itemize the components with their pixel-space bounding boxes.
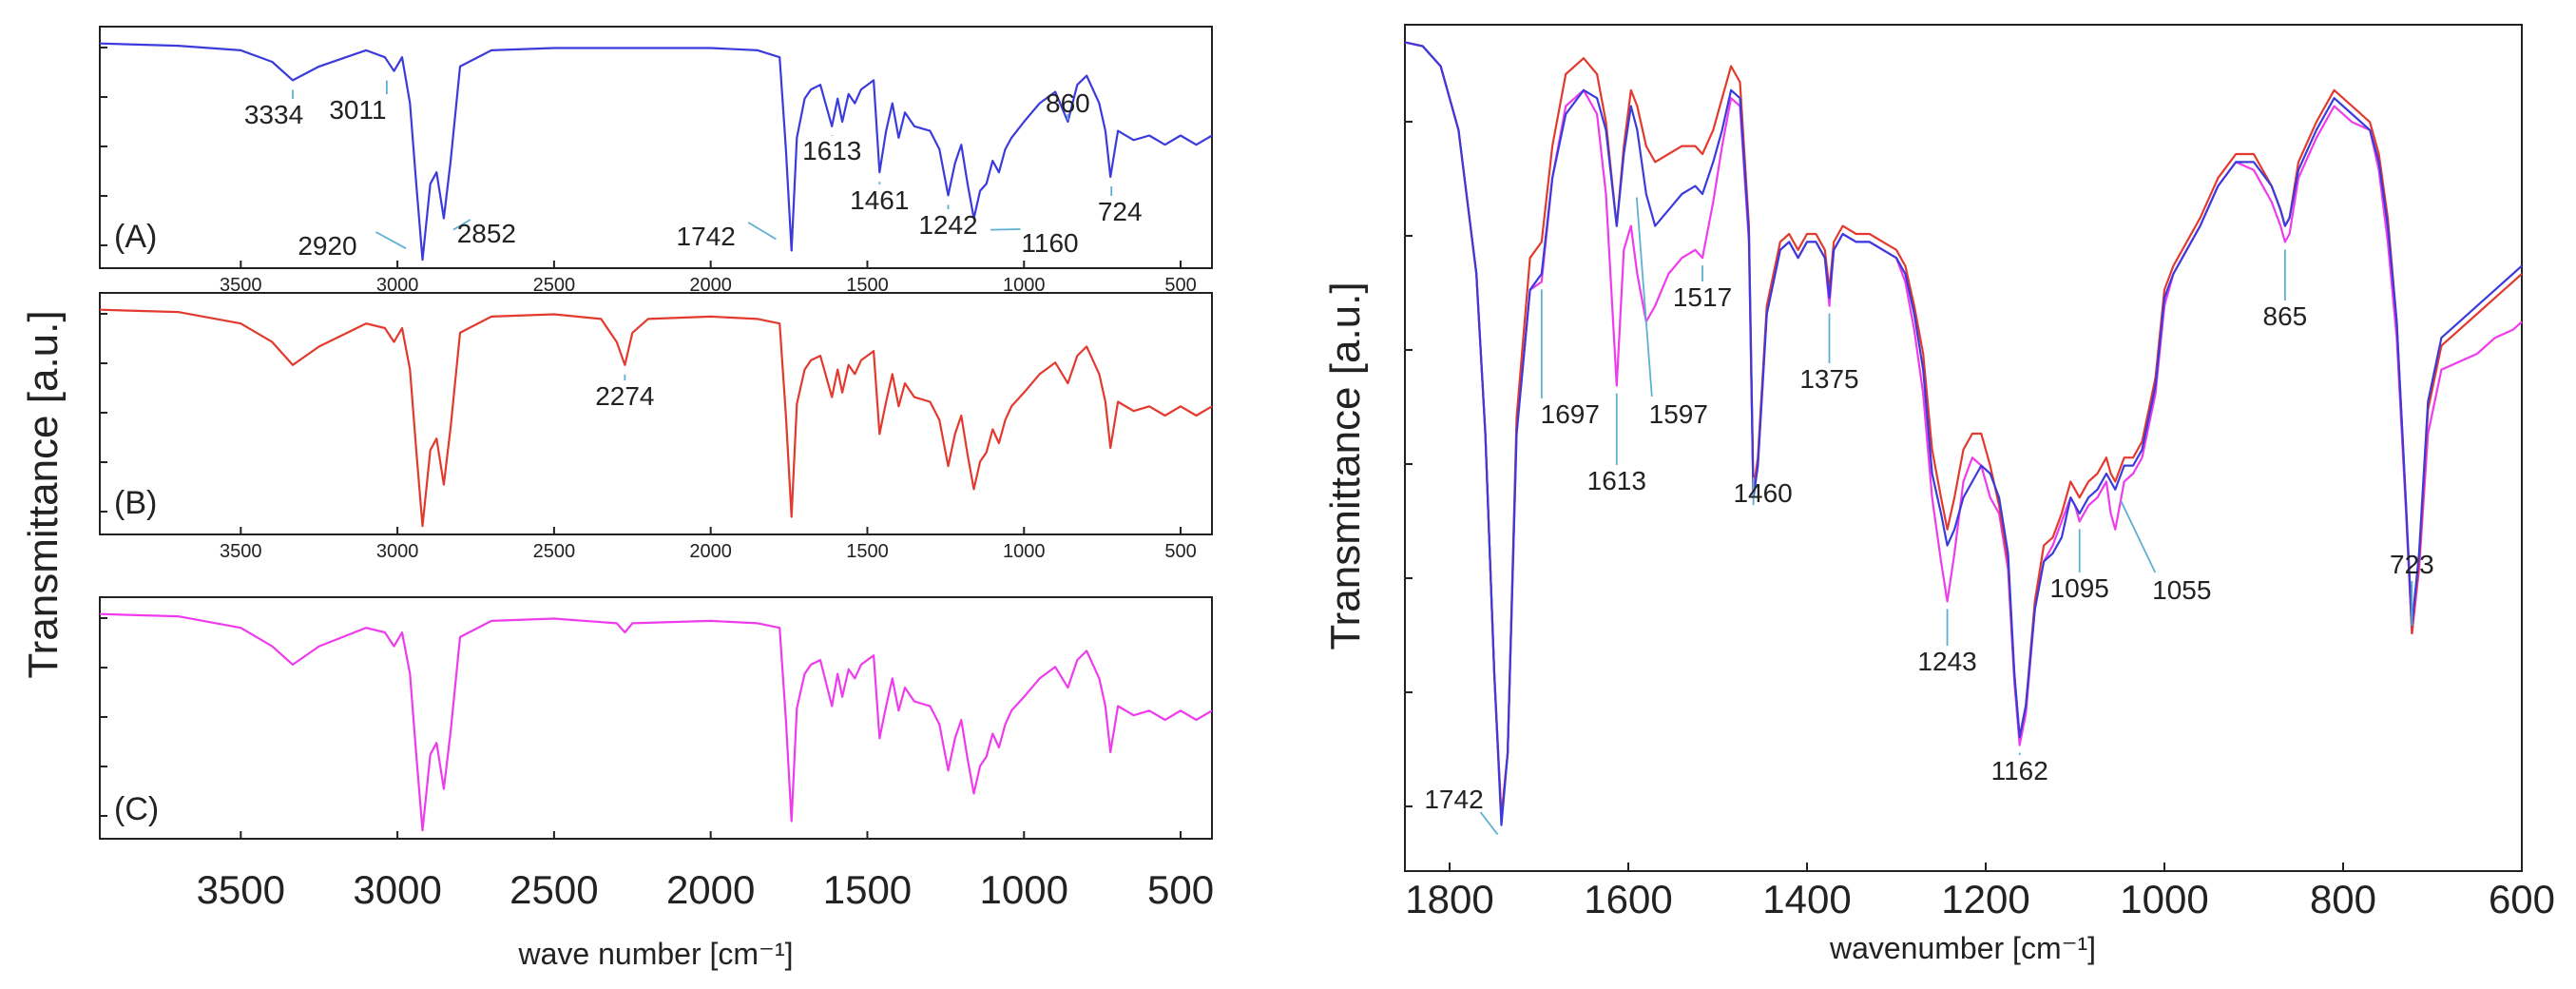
x-tick-label: 500: [1164, 541, 1196, 562]
right-y-axis-label: Transmittance [a.u.]: [1322, 281, 1369, 650]
x-tick-label: 1500: [846, 275, 889, 296]
peak-label-1613: 1613: [1587, 466, 1646, 495]
peak-label-723: 723: [2390, 550, 2434, 579]
x-tick-label: 2500: [533, 541, 576, 562]
x-tick-label: 3000: [353, 867, 441, 912]
peak-label-2852: 2852: [457, 219, 516, 248]
x-tick-label: 1000: [2120, 877, 2208, 921]
right-x-axis-label: wavenumber [cm⁻¹]: [1829, 931, 2096, 965]
x-tick-label: 1600: [1584, 877, 1672, 921]
peak-label-1242: 1242: [918, 210, 977, 240]
subplot-c-frame: [99, 596, 1213, 840]
peak-label-1742: 1742: [1424, 785, 1483, 814]
subplot-a-letter: (A): [114, 219, 157, 255]
spectrum-b-line: [99, 308, 1213, 528]
spectrum-a-line: [99, 42, 1213, 262]
x-tick-label: 1800: [1405, 877, 1493, 921]
peak-label-1375: 1375: [1799, 364, 1858, 394]
subplot-b-frame: [99, 292, 1213, 535]
peak-leader-line: [452, 219, 471, 231]
right-plot-frame: [1404, 24, 2523, 872]
peak-label-1055: 1055: [2152, 575, 2211, 605]
subplot-a: 3500 3000 2500 2000 1500 1000 500 3334 3011 2920…: [99, 26, 1213, 296]
peak-label-1742: 1742: [677, 222, 736, 251]
x-tick-label: 1500: [846, 541, 889, 562]
x-tick-label: 500: [1164, 275, 1196, 296]
subplot-c-letter: (C): [114, 791, 159, 827]
peak-label-1162: 1162: [1991, 756, 2048, 785]
peak-label-1597: 1597: [1649, 399, 1708, 429]
x-tick-label: 500: [1147, 867, 1214, 912]
x-tick-label: 2500: [533, 275, 576, 296]
peak-label-860: 860: [1046, 88, 1090, 118]
x-tick-label: 1000: [1003, 275, 1046, 296]
peak-label-1517: 1517: [1673, 282, 1732, 312]
peak-leader-line: [1479, 811, 1499, 836]
peak-label-3334: 3334: [244, 100, 303, 129]
peak-label-3011: 3011: [329, 95, 386, 125]
peak-label-2274: 2274: [595, 381, 654, 411]
x-tick-label: 2000: [689, 541, 732, 562]
peak-leader-line: [2120, 500, 2157, 573]
x-tick-label: 1500: [823, 867, 912, 912]
peak-leader-line: [990, 228, 1021, 231]
x-tick-label: 2000: [666, 867, 755, 912]
peak-label-724: 724: [1098, 197, 1143, 226]
x-tick-label: 600: [2489, 877, 2555, 921]
spectrum-c-line: [99, 612, 1213, 832]
x-tick-label: 800: [2310, 877, 2376, 921]
x-tick-label: 3000: [376, 541, 419, 562]
overlay-spectrum-b-line: [1404, 41, 2523, 819]
right-panel: Transmittance [a.u.] 1800 1600 1400 1200 100…: [1322, 24, 2555, 965]
x-tick-label: 1200: [1941, 877, 2029, 921]
peak-leader-line: [747, 222, 777, 241]
x-tick-label: 1000: [1003, 541, 1046, 562]
x-tick-label: 1000: [980, 867, 1068, 912]
x-tick-label: 1400: [1762, 877, 1851, 921]
subplot-b: 3500 3000 2500 2000 1500 1000 500 2274 (B): [99, 292, 1213, 562]
overlay-spectrum-a-line: [1404, 41, 2523, 826]
peak-label-1095: 1095: [2050, 573, 2109, 603]
peak-label-2920: 2920: [298, 231, 356, 261]
left-x-axis-label: wave number [cm⁻¹]: [518, 937, 794, 971]
peak-label-1160: 1160: [1021, 228, 1078, 258]
peak-leader-line: [375, 231, 407, 249]
left-panel: Transmittance [a.u.] 3500 3000 2500 2000 150…: [20, 26, 1214, 971]
x-tick-label: 2000: [689, 275, 732, 296]
x-tick-label: 3500: [197, 867, 285, 912]
x-tick-label: 3500: [220, 275, 262, 296]
peak-label-1613: 1613: [802, 136, 861, 165]
left-y-axis-label: Transmittance [a.u.]: [20, 310, 67, 678]
peak-label-1697: 1697: [1541, 399, 1600, 429]
peak-label-1243: 1243: [1917, 647, 1976, 676]
x-tick-label: 3000: [376, 275, 419, 296]
peak-leader-line: [1635, 197, 1653, 398]
overlay-spectrum-c-line: [1404, 41, 2523, 819]
x-tick-label: 3500: [220, 541, 262, 562]
peak-label-1461: 1461: [850, 185, 909, 215]
subplot-b-letter: (B): [114, 485, 157, 521]
peak-label-865: 865: [2263, 301, 2308, 331]
subplot-c: 3500 3000 2500 2000 1500 1000 500 (C): [99, 596, 1214, 912]
peak-label-1460: 1460: [1733, 478, 1792, 508]
x-tick-label: 2500: [509, 867, 598, 912]
